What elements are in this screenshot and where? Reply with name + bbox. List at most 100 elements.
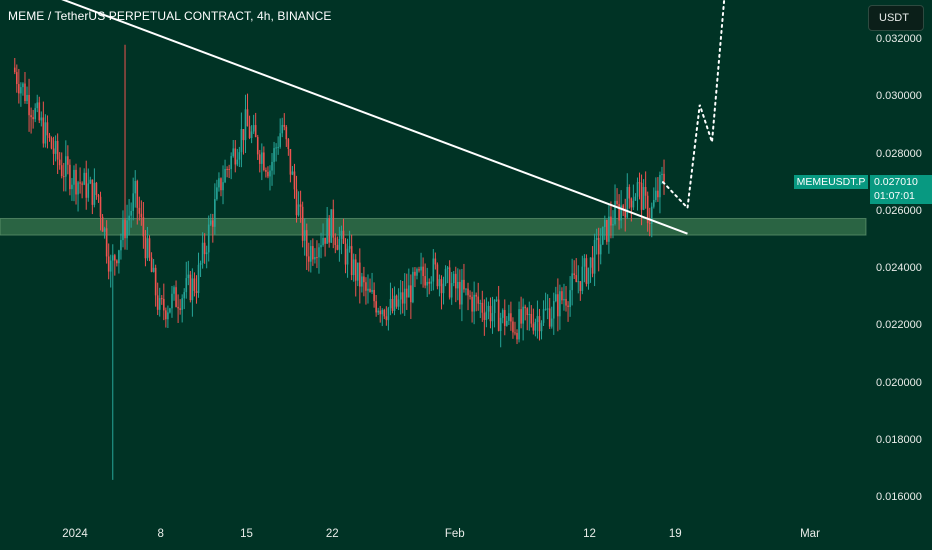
candle-up	[71, 184, 73, 190]
candle-down	[328, 218, 330, 243]
candle-down	[548, 308, 551, 327]
candle-up	[183, 292, 186, 299]
candle-down	[267, 171, 269, 177]
candle-up	[601, 226, 604, 245]
candle-up	[320, 245, 322, 248]
candle-up	[244, 109, 247, 141]
candle-down	[630, 198, 633, 208]
candle-down	[471, 296, 473, 312]
candle-down	[301, 206, 304, 241]
candle-down	[95, 182, 98, 196]
candle-up	[420, 266, 422, 271]
currency-button[interactable]: USDT	[868, 5, 924, 31]
candle-down	[114, 255, 116, 261]
candle-down	[663, 173, 665, 182]
candle-down	[414, 271, 416, 276]
candle-up	[261, 152, 263, 164]
candle-down	[293, 171, 296, 190]
candle-up	[197, 264, 200, 294]
candle-up	[281, 124, 284, 134]
candle-down	[418, 269, 420, 271]
candle-down	[585, 258, 588, 284]
y-tick-label: 0.024000	[876, 262, 922, 274]
candle-down	[579, 281, 582, 291]
candle-down	[616, 200, 618, 205]
y-tick-label: 0.018000	[876, 433, 922, 446]
candle-up	[109, 260, 112, 272]
candle-up	[655, 190, 657, 200]
symbol-label: MEMEUSDT.P	[794, 174, 868, 189]
candle-down	[624, 208, 627, 218]
candle-down	[18, 84, 20, 94]
candle-up	[550, 318, 553, 327]
projection-path	[662, 0, 726, 211]
y-tick-label: 0.016000	[876, 491, 922, 503]
candle-up	[330, 209, 333, 243]
candle-down	[295, 189, 298, 216]
candle-down	[160, 298, 163, 300]
candle-down	[610, 216, 612, 226]
candle-up	[426, 281, 428, 286]
candle-down	[657, 190, 659, 198]
candle-up	[577, 281, 580, 283]
candle-down	[138, 207, 141, 214]
x-tick-label: 15	[240, 528, 253, 540]
candle-up	[20, 87, 22, 94]
candle-up	[22, 83, 24, 88]
candle-up	[397, 299, 400, 307]
candle-down	[97, 195, 100, 197]
candle-up	[403, 288, 406, 304]
candle-down	[618, 204, 620, 221]
candle-up	[271, 161, 273, 171]
candle-down	[567, 305, 569, 308]
candle-down	[606, 219, 608, 242]
candle-down	[344, 243, 347, 265]
candle-down	[116, 260, 118, 264]
candle-up	[318, 247, 320, 258]
candle-down	[142, 217, 145, 237]
candle-up	[36, 102, 39, 109]
candle-down	[285, 126, 288, 140]
candle-up	[636, 182, 639, 197]
candle-down	[287, 139, 290, 149]
candle-up	[473, 294, 475, 312]
candle-down	[477, 296, 480, 304]
candle-up	[214, 199, 216, 227]
candle-down	[359, 262, 361, 287]
candle-up	[130, 211, 132, 216]
candle-down	[481, 302, 484, 313]
candle-up	[348, 246, 351, 249]
candle-up	[218, 178, 220, 188]
candle-up	[438, 279, 441, 287]
candle-down	[424, 276, 426, 286]
candle-down	[46, 122, 49, 136]
x-tick-label: Mar	[800, 528, 820, 540]
candle-down	[336, 245, 339, 250]
candle-down	[226, 168, 228, 170]
candle-down	[107, 256, 110, 272]
candle-down	[105, 228, 108, 257]
candle-down	[289, 148, 292, 175]
candle-down	[79, 182, 81, 184]
candle-up	[167, 312, 169, 320]
candle-up	[236, 159, 239, 165]
candle-up	[589, 257, 592, 268]
candle-up	[44, 122, 47, 144]
candle-down	[448, 267, 451, 298]
candle-up	[158, 298, 161, 310]
candle-down	[312, 246, 314, 260]
candle-down	[354, 259, 357, 281]
candle-up	[555, 294, 557, 302]
candle-up	[93, 182, 96, 205]
candle-down	[575, 275, 578, 283]
candle-up	[393, 295, 396, 311]
candle-down	[254, 125, 257, 138]
candle-up	[581, 266, 584, 291]
candle-up	[587, 267, 590, 284]
candle-up	[495, 299, 498, 301]
candle-up	[432, 258, 435, 282]
candle-down	[265, 170, 267, 172]
candle-down	[512, 321, 514, 333]
candle-down	[148, 238, 151, 258]
